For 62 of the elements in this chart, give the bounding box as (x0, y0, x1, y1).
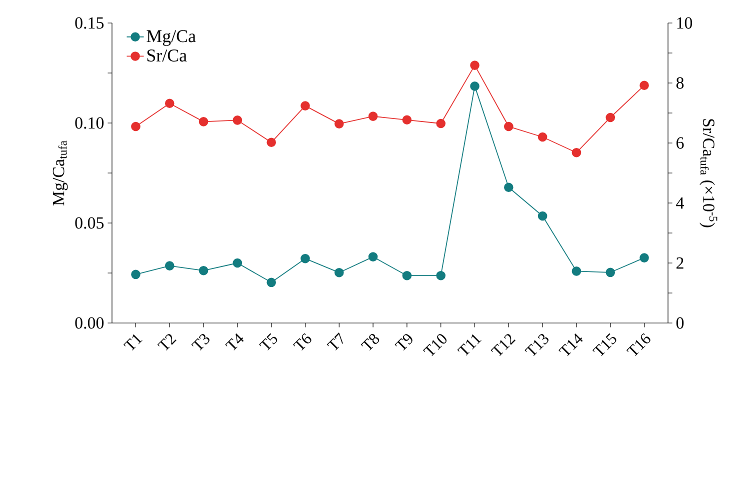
y2-axis-title: Sr/Ca$_{tufa}$ (×10$^{-5}$) (700, 119, 718, 228)
x-tick-label: T5 (259, 333, 278, 350)
x-tick-label: T12 (490, 334, 516, 356)
point (198, 117, 208, 126)
y-axis-title: Mg/Ca$_{tufa}$ (52, 140, 68, 206)
point (232, 258, 242, 268)
x-tick-label: T10 (423, 334, 447, 356)
legend-label: Mg/Ca (146, 30, 196, 46)
x-tick-label: T16 (626, 333, 650, 356)
point (640, 80, 649, 90)
point (266, 278, 276, 288)
point (334, 119, 344, 128)
point (436, 118, 446, 128)
point (266, 138, 276, 148)
point (131, 270, 140, 280)
x-tick-label: T13 (524, 334, 548, 356)
x-tick-label: T7 (326, 332, 343, 350)
x-tick-label: T3 (191, 334, 210, 350)
point (368, 112, 378, 121)
y2-tick-label: 6 (676, 137, 684, 149)
y-tick-label: 0.00 (75, 317, 104, 329)
point (606, 112, 616, 122)
point (606, 268, 616, 278)
point (572, 266, 582, 276)
point (572, 148, 582, 158)
x-tick-label: T15 (592, 333, 616, 356)
point (402, 270, 412, 280)
x-tick-label: T4 (225, 333, 244, 350)
point (131, 122, 140, 132)
point (538, 211, 548, 221)
point (640, 253, 649, 262)
x-tick-label: T6 (293, 333, 312, 350)
point (402, 115, 412, 125)
y-tick-label: 0.15 (75, 17, 104, 29)
point (368, 252, 378, 262)
point (504, 182, 514, 192)
x-tick-label: T2 (157, 334, 176, 350)
point (436, 270, 446, 280)
point (470, 82, 480, 91)
x-tick-label: T9 (394, 334, 412, 350)
point (334, 268, 344, 278)
y2-tick-label: 0 (676, 317, 684, 329)
y2-tick-label: 2 (676, 257, 684, 269)
point (300, 101, 310, 110)
y2-tick-label: 8 (676, 77, 684, 89)
point (538, 132, 548, 142)
y-tick-label: 0.10 (75, 117, 104, 129)
legend-label: Sr/Ca (147, 50, 187, 62)
point (198, 266, 208, 276)
point (470, 60, 480, 70)
y2-tick-label: 4 (676, 197, 684, 209)
point (300, 254, 310, 264)
x-tick-label: T11 (457, 334, 482, 356)
x-tick-label: T8 (360, 334, 380, 351)
point (504, 122, 514, 132)
point (164, 261, 174, 270)
y2-tick-label: 10 (677, 17, 692, 29)
point (232, 116, 242, 125)
x-tick-label: T1 (123, 334, 142, 350)
y-tick-label: 0.05 (75, 217, 104, 229)
x-tick-label: T14 (558, 333, 583, 356)
point (164, 98, 174, 108)
